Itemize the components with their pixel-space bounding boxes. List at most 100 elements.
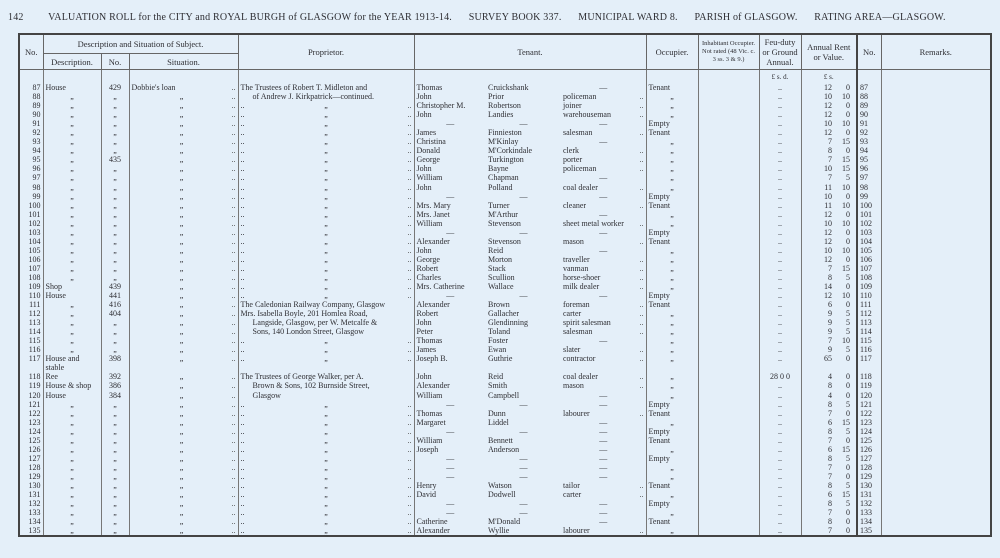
feu-duty: .. <box>758 390 802 400</box>
inhabitant-occupier <box>697 345 760 355</box>
situation: .. „ <box>128 354 239 373</box>
leader-dots: .. <box>240 453 245 463</box>
occupier-status: „ <box>645 490 699 500</box>
tenant-occupation-text: cleaner <box>563 200 587 210</box>
proprietor-text: „ <box>324 227 328 237</box>
remarks <box>880 245 992 255</box>
tenant-surname: Polland <box>486 183 561 192</box>
rent-pounds: 8 <box>828 499 832 509</box>
tenant-surname-text: Prior <box>488 92 504 102</box>
tenant-first-name: — <box>413 508 486 518</box>
tenant-occupation: .. labourer <box>561 526 647 537</box>
inhabitant-occupier <box>697 408 760 418</box>
proprietor: .... „ <box>237 173 415 183</box>
description-text: „ <box>70 408 74 418</box>
proprietor-text: „ <box>324 282 328 292</box>
leader-dots: .. <box>240 471 245 481</box>
occupier-status: „ <box>645 508 699 518</box>
situation-text: „ <box>179 155 184 165</box>
proprietor: .... „ <box>237 345 415 355</box>
tenant-first-name-text: Thomas <box>416 408 443 418</box>
row-number-right-text: 102 <box>860 218 872 228</box>
tenant-first-name-text: Mrs. Janet <box>416 209 450 219</box>
tenant-occupation: .. porter <box>561 155 647 165</box>
rent-pounds: 10 <box>824 218 832 228</box>
annual-rent: 10 10 <box>800 92 858 102</box>
leader-dots: .. <box>240 191 245 201</box>
house-number: 441 <box>100 291 130 301</box>
row-number-text: 125 <box>28 435 41 445</box>
tenant-surname: Scullion <box>486 273 561 282</box>
situation: .. „ <box>128 137 239 147</box>
occupier-status-text: Tenant <box>648 300 671 310</box>
inhabitant-occupier <box>697 390 760 400</box>
tenant-first-name: — <box>413 426 486 436</box>
remarks <box>880 318 992 328</box>
tenant-first-name: Alexander <box>413 381 486 391</box>
description-text: „ <box>70 101 74 111</box>
description: „ <box>42 128 102 138</box>
survey-book: SURVEY BOOK 337. <box>468 12 562 23</box>
leader-dots: .. <box>407 209 412 219</box>
occupier-status-text: Tenant <box>648 128 671 138</box>
proprietor-text: „ <box>324 218 328 228</box>
tenant-surname: Stack <box>486 264 561 273</box>
leader-dots: .. <box>231 417 236 427</box>
feu-duty-text: .. <box>778 327 782 337</box>
rent-pounds: 12 <box>824 209 832 219</box>
rent-units: £ s. <box>800 69 858 83</box>
house-number: 392 <box>100 372 130 382</box>
situation: .. „ <box>128 381 239 391</box>
tenant-first-name-text: John <box>416 245 432 255</box>
occupier-status-text: „ <box>670 444 674 454</box>
description: „ <box>42 164 102 174</box>
rent-pounds: 7 <box>828 471 832 481</box>
description: „ <box>42 209 102 219</box>
row-number: 120 <box>18 390 44 400</box>
row-number: 133 <box>18 508 44 518</box>
col-proprietor: Proprietor. <box>237 33 415 70</box>
table-row: 98 „ „.. „.... „ John Polland.. coal dealer „.. 1… <box>18 182 992 192</box>
inhabitant-occupier <box>697 399 760 409</box>
proprietor: .... „ <box>237 191 415 201</box>
table-row: 104 „ „.. „.... „ Alexander Stevenson.. mason Te… <box>18 236 992 246</box>
situation: .. „ <box>128 372 239 382</box>
leader-dots: .. <box>240 444 245 454</box>
leader-dots: .. <box>240 480 245 490</box>
occupier-status: „ <box>645 272 699 283</box>
house-number: „ <box>100 462 130 472</box>
leader-dots: .. <box>231 218 236 228</box>
house-number: 384 <box>100 390 130 400</box>
remarks <box>880 354 992 373</box>
inhabitant-occupier <box>697 191 760 201</box>
leader-dots: .. <box>407 155 412 165</box>
inhabitant-occupier <box>697 272 760 283</box>
annual-rent: 10 10 <box>800 245 858 255</box>
leader-dots: .. <box>240 508 245 518</box>
row-number: 89 <box>18 101 44 111</box>
tenant-first-name: — <box>413 399 486 409</box>
row-number: 121 <box>18 399 44 409</box>
table-row: 125 „ „.. „.... „ William Bennett — Tenant.. 7 0 12… <box>18 435 992 445</box>
house-number-text: „ <box>113 200 117 210</box>
inhabitant-occupier <box>697 164 760 174</box>
row-number-right: 133 <box>856 508 882 518</box>
row-number-text: 109 <box>28 282 41 292</box>
feu-duty-text: .. <box>778 263 782 273</box>
house-number-text: 435 <box>109 155 121 165</box>
inhabitant-occupier <box>697 110 760 120</box>
house-number: 416 <box>100 300 130 310</box>
description: „ <box>42 137 102 147</box>
description: „ <box>42 92 102 102</box>
occupier-status: „ <box>645 146 699 156</box>
occupier-status: Empty <box>645 191 699 201</box>
tenant-surname-text: — <box>519 191 528 201</box>
occupier-status: „ <box>645 182 699 192</box>
feu-duty: .. <box>758 381 802 391</box>
tenant-surname: Dodwell <box>486 490 561 499</box>
occupier-status: „ <box>645 254 699 264</box>
house-number-text: „ <box>113 263 117 273</box>
description: „ <box>42 318 102 328</box>
